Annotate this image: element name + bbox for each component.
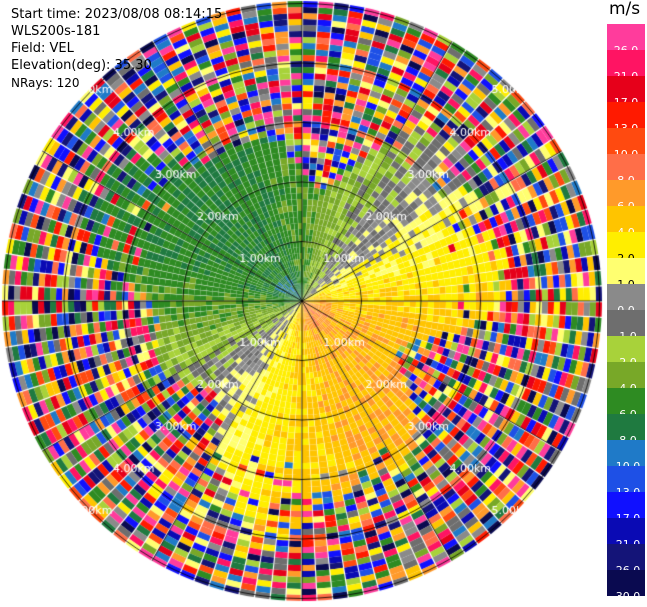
velocity-colorbar: 26.021.017.013.010.08.06.04.02.01.00.0-1… [607, 24, 645, 603]
colorbar-cell: -30.0 [607, 570, 645, 603]
colorbar-cell: -21.0 [607, 518, 645, 551]
station-text: WLS200s-181 [11, 24, 101, 39]
nrays-text: NRays: 120 [11, 76, 80, 90]
colorbar-unit: m/s [609, 0, 641, 19]
colorbar-cell: 13.0 [607, 102, 645, 135]
colorbar-cell: 10.0 [607, 128, 645, 161]
colorbar-cell: -8.0 [607, 414, 645, 447]
elevation-text: Elevation(deg): 35.30 [11, 58, 152, 73]
colorbar-cell: 1.0 [607, 258, 645, 291]
colorbar-cell: -6.0 [607, 388, 645, 421]
field-text: Field: VEL [11, 41, 74, 56]
colorbar-tick-label: -30.0 [611, 590, 641, 603]
colorbar-cell: 0.0 [607, 284, 645, 317]
colorbar-cell: -17.0 [607, 492, 645, 525]
colorbar-cell: 26.0 [607, 24, 645, 57]
colorbar-cell: -10.0 [607, 440, 645, 473]
colorbar-cell: -2.0 [607, 336, 645, 369]
colorbar-cell: 8.0 [607, 154, 645, 187]
colorbar-cell: 2.0 [607, 232, 645, 265]
scan-info-panel: Start time: 2023/08/08 08:14:15 WLS200s-… [11, 6, 222, 92]
start-time-text: Start time: 2023/08/08 08:14:15 [11, 7, 223, 22]
colorbar-cell: -13.0 [607, 466, 645, 499]
colorbar-cell: -4.0 [607, 362, 645, 395]
colorbar-cell: -1.0 [607, 310, 645, 343]
colorbar-cell: 17.0 [607, 76, 645, 109]
colorbar-cell: 21.0 [607, 50, 645, 83]
colorbar-cell: 4.0 [607, 206, 645, 239]
colorbar-cell: -26.0 [607, 544, 645, 577]
colorbar-cell: 6.0 [607, 180, 645, 213]
